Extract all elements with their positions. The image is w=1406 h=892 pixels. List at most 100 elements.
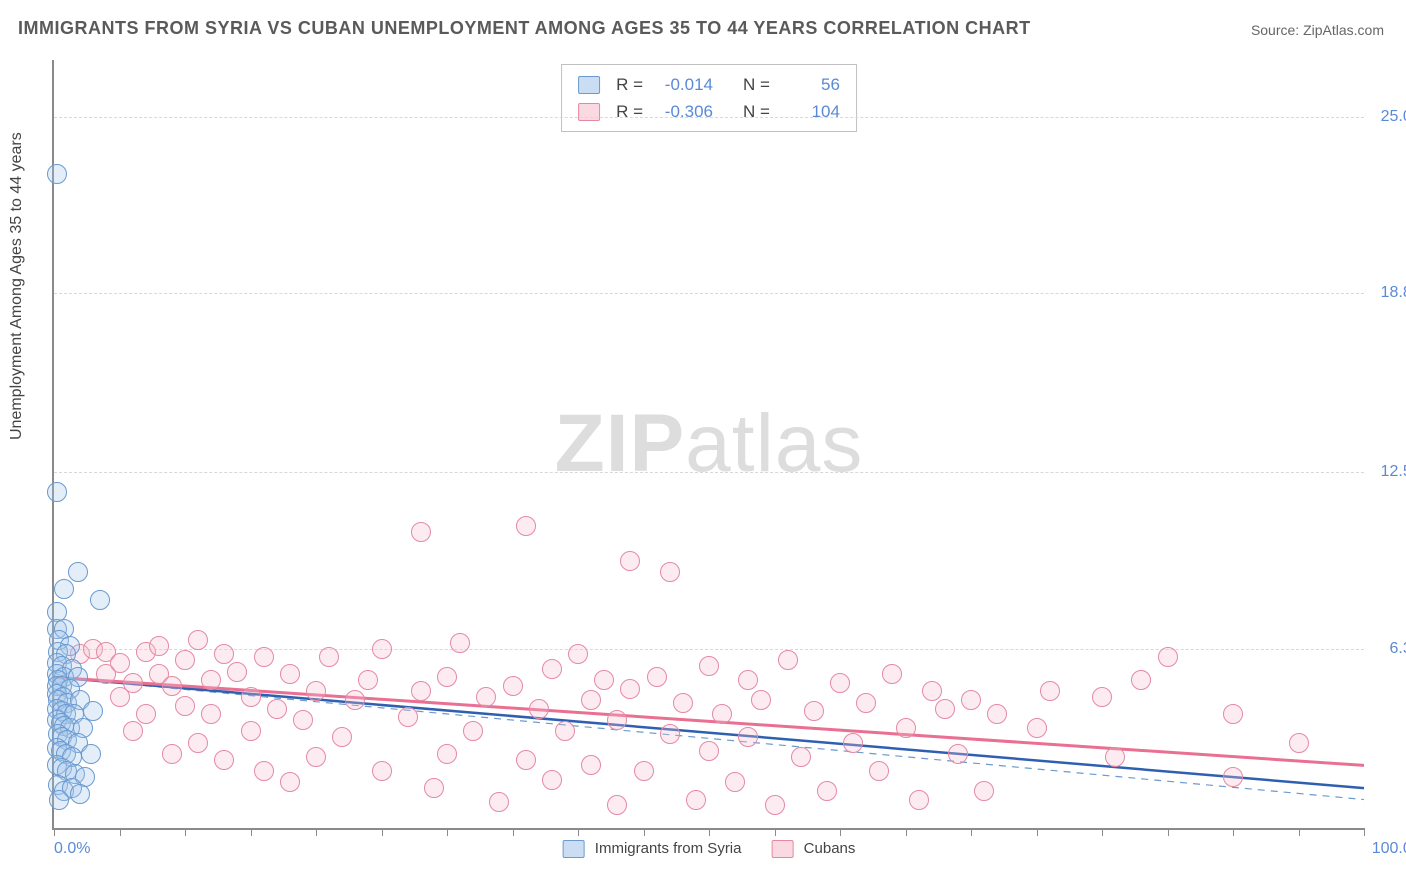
scatter-plot-area: ZIPatlas R = -0.014 N = 56 R = -0.306 N … [52, 60, 1364, 830]
scatter-point-cubans [123, 721, 143, 741]
scatter-point-cubans [738, 727, 758, 747]
r-label: R = [616, 98, 643, 125]
x-tick [1102, 828, 1103, 836]
scatter-point-syria [47, 482, 67, 502]
legend-label-cubans: Cubans [804, 840, 856, 857]
scatter-point-cubans [896, 718, 916, 738]
scatter-point-cubans [660, 724, 680, 744]
scatter-point-cubans [673, 693, 693, 713]
y-tick-label: 25.0% [1370, 108, 1406, 126]
scatter-point-cubans [1131, 670, 1151, 690]
y-tick-label: 12.5% [1370, 463, 1406, 481]
scatter-point-cubans [175, 696, 195, 716]
scatter-point-syria [68, 562, 88, 582]
scatter-point-cubans [542, 659, 562, 679]
scatter-point-cubans [319, 647, 339, 667]
scatter-point-cubans [241, 687, 261, 707]
r-label: R = [616, 71, 643, 98]
correlation-row-cubans: R = -0.306 N = 104 [578, 98, 840, 125]
scatter-point-cubans [372, 639, 392, 659]
scatter-point-cubans [358, 670, 378, 690]
x-tick [1168, 828, 1169, 836]
x-tick [54, 828, 55, 836]
scatter-point-cubans [476, 687, 496, 707]
scatter-point-cubans [660, 562, 680, 582]
scatter-point-cubans [909, 790, 929, 810]
scatter-point-cubans [974, 781, 994, 801]
scatter-point-cubans [437, 744, 457, 764]
x-axis-min-label: 0.0% [54, 840, 90, 858]
watermark: ZIPatlas [555, 397, 864, 491]
scatter-point-cubans [765, 795, 785, 815]
scatter-point-cubans [463, 721, 483, 741]
scatter-point-cubans [581, 755, 601, 775]
scatter-point-cubans [162, 676, 182, 696]
gridline [54, 293, 1364, 294]
scatter-point-cubans [293, 710, 313, 730]
y-axis-title: Unemployment Among Ages 35 to 44 years [8, 132, 26, 440]
scatter-point-cubans [1158, 647, 1178, 667]
scatter-point-cubans [280, 772, 300, 792]
x-tick [644, 828, 645, 836]
scatter-point-cubans [516, 750, 536, 770]
scatter-point-cubans [725, 772, 745, 792]
scatter-point-cubans [123, 673, 143, 693]
scatter-point-cubans [922, 681, 942, 701]
source-value: ZipAtlas.com [1303, 22, 1384, 38]
x-tick [906, 828, 907, 836]
scatter-point-cubans [332, 727, 352, 747]
scatter-point-syria [90, 590, 110, 610]
scatter-point-cubans [1223, 767, 1243, 787]
scatter-point-cubans [869, 761, 889, 781]
legend-swatch-syria [578, 76, 600, 94]
scatter-point-cubans [1105, 747, 1125, 767]
scatter-point-cubans [778, 650, 798, 670]
x-tick [513, 828, 514, 836]
scatter-point-cubans [594, 670, 614, 690]
scatter-point-cubans [817, 781, 837, 801]
correlation-legend: R = -0.014 N = 56 R = -0.306 N = 104 [561, 64, 857, 132]
legend-swatch-cubans [578, 103, 600, 121]
x-tick [120, 828, 121, 836]
y-tick-label: 18.8% [1370, 284, 1406, 302]
scatter-point-cubans [751, 690, 771, 710]
scatter-point-cubans [555, 721, 575, 741]
scatter-point-cubans [254, 761, 274, 781]
r-value-syria: -0.014 [653, 71, 713, 98]
scatter-point-cubans [607, 710, 627, 730]
scatter-point-cubans [149, 636, 169, 656]
x-tick [1037, 828, 1038, 836]
scatter-point-cubans [856, 693, 876, 713]
x-tick [1233, 828, 1234, 836]
scatter-point-cubans [489, 792, 509, 812]
scatter-point-cubans [987, 704, 1007, 724]
scatter-point-cubans [948, 744, 968, 764]
x-tick [709, 828, 710, 836]
scatter-point-cubans [175, 650, 195, 670]
scatter-point-cubans [254, 647, 274, 667]
scatter-point-cubans [620, 679, 640, 699]
x-tick [578, 828, 579, 836]
scatter-point-cubans [1289, 733, 1309, 753]
x-tick [1299, 828, 1300, 836]
scatter-point-cubans [712, 704, 732, 724]
scatter-point-syria [70, 784, 90, 804]
scatter-point-syria [47, 164, 67, 184]
x-tick [185, 828, 186, 836]
scatter-point-cubans [634, 761, 654, 781]
scatter-point-cubans [647, 667, 667, 687]
legend-swatch-cubans [772, 840, 794, 858]
x-tick [775, 828, 776, 836]
scatter-point-cubans [188, 733, 208, 753]
scatter-point-cubans [201, 704, 221, 724]
watermark-bold: ZIP [555, 398, 686, 489]
scatter-point-cubans [568, 644, 588, 664]
scatter-point-cubans [1223, 704, 1243, 724]
scatter-point-cubans [686, 790, 706, 810]
r-value-cubans: -0.306 [653, 98, 713, 125]
legend-label-syria: Immigrants from Syria [595, 840, 742, 857]
scatter-point-cubans [738, 670, 758, 690]
scatter-point-cubans [201, 670, 221, 690]
x-tick [382, 828, 383, 836]
scatter-point-cubans [267, 699, 287, 719]
